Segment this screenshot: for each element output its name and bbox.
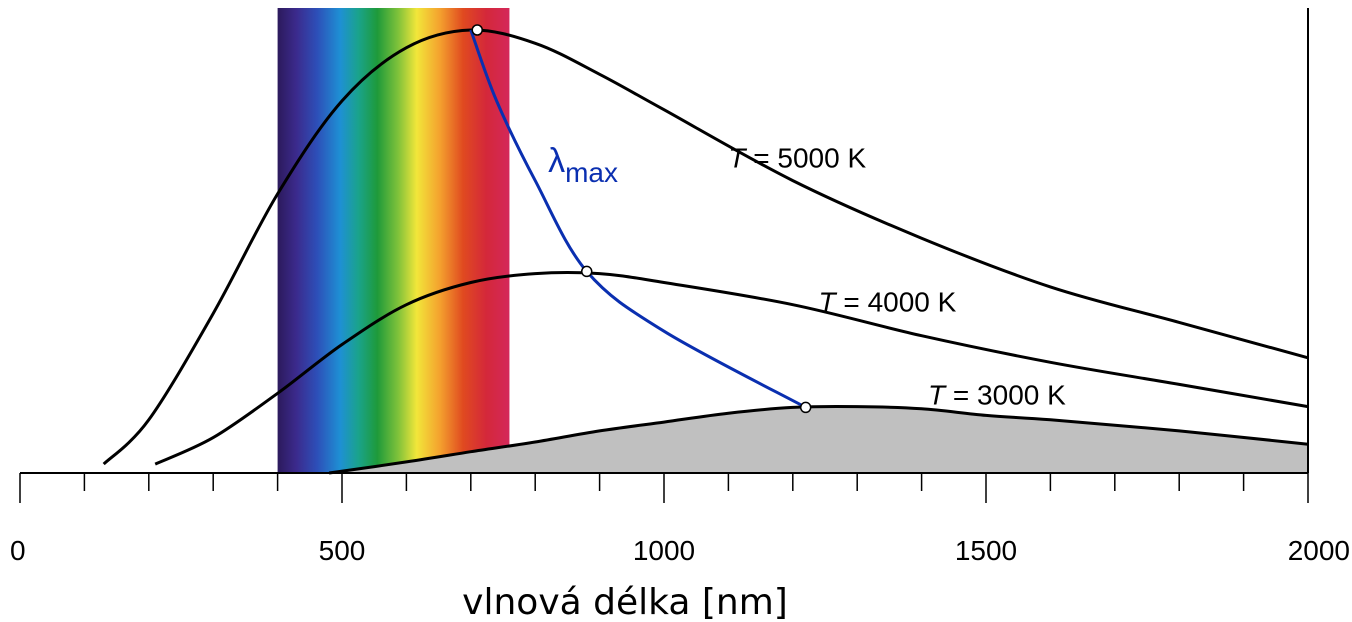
series-line-2 [328,404,1309,475]
x-tick-label: 2000 [1288,535,1350,566]
peak-marker-1 [580,265,593,278]
series-label-1: T = 4000 K [819,286,957,317]
lambda-max-subscript: max [565,157,618,188]
x-axis-label: vlnová délka [nm] [462,582,788,622]
x-tick-label: 1000 [633,535,695,566]
series-3000k-fill [329,406,1309,473]
x-tick-label: 500 [319,535,366,566]
lambda-max-label: λmax [548,142,618,188]
x-tick-label: 1500 [955,535,1017,566]
lambda-max-symbol: λ [548,142,565,180]
series-label-2: T = 3000 K [928,379,1066,410]
series-line-1 [154,271,1309,466]
peak-marker-0 [471,24,483,36]
visible-spectrum-band [277,8,510,473]
peak-marker-2 [799,401,812,414]
lambda-max-curve [469,29,807,409]
series-label-0: T = 5000 K [728,142,866,173]
x-tick-label: 0 [10,535,26,566]
series-line-0 [102,28,1309,466]
